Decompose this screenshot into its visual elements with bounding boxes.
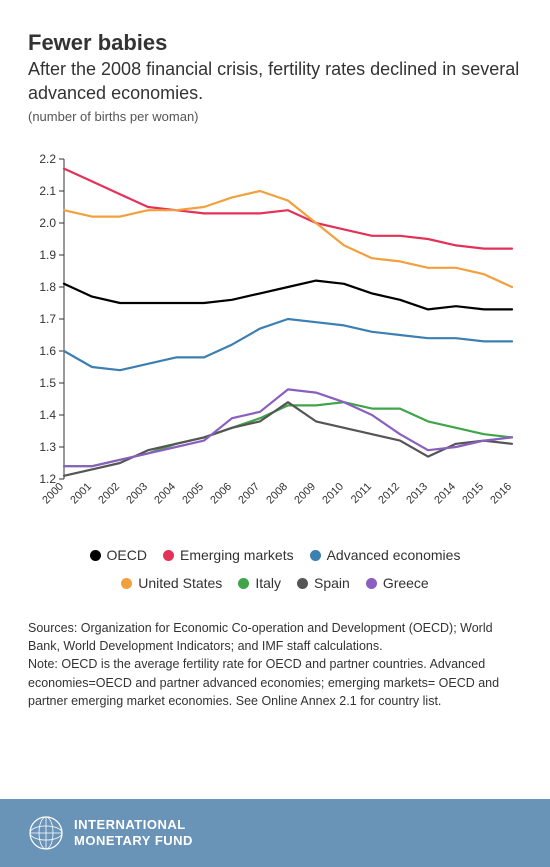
legend-item: Italy	[238, 569, 281, 597]
svg-text:2009: 2009	[292, 481, 318, 507]
legend-label: Emerging markets	[180, 547, 294, 563]
legend-label: Spain	[314, 575, 350, 591]
sources-text: Sources: Organization for Economic Co-op…	[28, 619, 522, 655]
svg-text:2010: 2010	[320, 481, 346, 507]
legend-item: Advanced economies	[310, 541, 461, 569]
chart-svg: 1.21.31.41.51.61.71.81.92.02.12.22000200…	[28, 149, 522, 529]
footer-line2: MONETARY FUND	[74, 833, 193, 849]
chart-subtitle: After the 2008 financial crisis, fertili…	[28, 58, 522, 105]
legend-dot	[163, 550, 174, 561]
svg-text:1.7: 1.7	[39, 312, 56, 326]
legend-dot	[238, 578, 249, 589]
svg-text:2006: 2006	[208, 481, 234, 507]
sources-block: Sources: Organization for Economic Co-op…	[28, 619, 522, 710]
legend-dot	[121, 578, 132, 589]
chart-unit: (number of births per woman)	[28, 109, 522, 124]
legend-dot	[310, 550, 321, 561]
legend-dot	[90, 550, 101, 561]
legend-item: Emerging markets	[163, 541, 294, 569]
svg-text:2011: 2011	[349, 481, 374, 506]
legend-label: Greece	[383, 575, 429, 591]
legend-label: OECD	[107, 547, 147, 563]
chart-legend: OECD Emerging markets Advanced economies Un…	[28, 541, 522, 597]
svg-text:2013: 2013	[404, 481, 430, 507]
svg-text:1.3: 1.3	[39, 440, 56, 454]
legend-dot	[366, 578, 377, 589]
legend-dot	[297, 578, 308, 589]
svg-text:1.5: 1.5	[39, 376, 56, 390]
svg-text:2004: 2004	[152, 481, 178, 507]
footer-bar: INTERNATIONAL MONETARY FUND	[0, 799, 550, 867]
note-text: Note: OECD is the average fertility rate…	[28, 655, 522, 709]
legend-label: Advanced economies	[327, 547, 461, 563]
legend-item: OECD	[90, 541, 147, 569]
legend-item: Spain	[297, 569, 350, 597]
footer-org-name: INTERNATIONAL MONETARY FUND	[74, 817, 193, 848]
svg-text:2.2: 2.2	[39, 152, 56, 166]
svg-text:2003: 2003	[124, 481, 150, 507]
svg-text:1.9: 1.9	[39, 248, 56, 262]
svg-text:2016: 2016	[488, 481, 514, 507]
svg-text:2007: 2007	[236, 481, 262, 507]
svg-text:2002: 2002	[96, 481, 122, 507]
chart-title: Fewer babies	[28, 30, 522, 56]
footer-line1: INTERNATIONAL	[74, 817, 193, 833]
svg-text:2.1: 2.1	[39, 184, 56, 198]
imf-logo-icon	[28, 815, 64, 851]
legend-label: United States	[138, 575, 222, 591]
legend-label: Italy	[255, 575, 281, 591]
svg-text:1.4: 1.4	[39, 408, 56, 422]
svg-text:2001: 2001	[68, 481, 94, 507]
svg-text:2.0: 2.0	[39, 216, 56, 230]
svg-text:2014: 2014	[432, 481, 458, 507]
svg-text:2008: 2008	[264, 481, 290, 507]
legend-item: United States	[121, 569, 222, 597]
svg-text:1.6: 1.6	[39, 344, 56, 358]
svg-text:2005: 2005	[180, 481, 206, 507]
svg-text:1.8: 1.8	[39, 280, 56, 294]
svg-text:2015: 2015	[460, 481, 486, 507]
svg-text:2012: 2012	[376, 481, 402, 507]
line-chart: 1.21.31.41.51.61.71.81.92.02.12.22000200…	[28, 149, 522, 529]
legend-item: Greece	[366, 569, 429, 597]
